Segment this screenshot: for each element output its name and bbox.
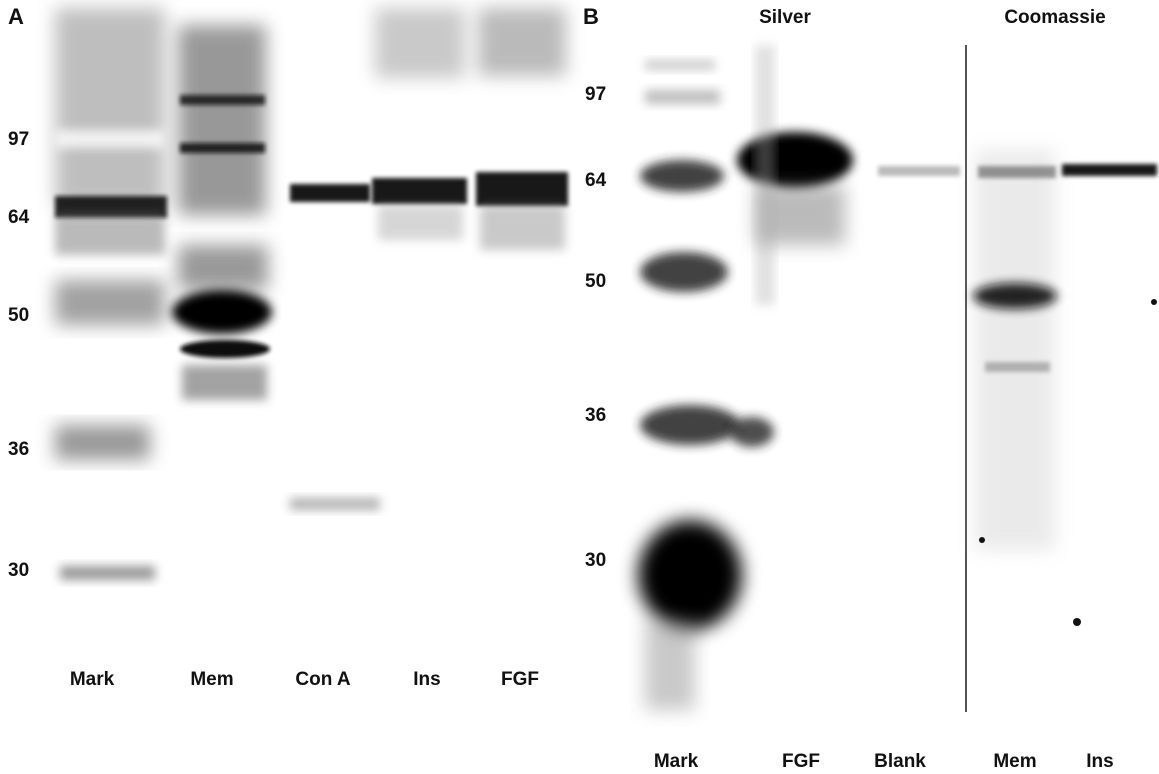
- smear: [375, 8, 465, 78]
- gel-band: [640, 252, 728, 292]
- gel-band: [180, 340, 270, 358]
- mw-marker: 97: [8, 129, 29, 150]
- gel-band: [180, 143, 265, 153]
- gel-band: [978, 166, 1056, 178]
- mw-marker: 64: [585, 170, 607, 191]
- lane-label: FGF: [501, 669, 539, 690]
- mw-marker: 50: [8, 305, 29, 326]
- gel-band: [60, 566, 155, 580]
- mw-marker: 50: [585, 271, 606, 292]
- gel-band: [645, 60, 715, 70]
- gel-band: [638, 520, 742, 630]
- gel-band: [1062, 164, 1157, 176]
- smear: [178, 25, 266, 215]
- gel-a: [55, 8, 568, 580]
- speck: [1151, 299, 1157, 305]
- mw-marker: 30: [8, 560, 29, 581]
- panel-label: B: [583, 4, 599, 29]
- lane-label: Mem: [993, 751, 1036, 772]
- gel-band: [55, 280, 165, 325]
- gel-band: [372, 178, 467, 204]
- gel-band: [172, 290, 272, 334]
- gel-band: [180, 95, 265, 105]
- speck: [979, 537, 985, 543]
- gel-band: [476, 172, 568, 206]
- lane-label: Mark: [654, 751, 699, 772]
- lane-label: Ins: [413, 669, 440, 690]
- gel-band: [737, 132, 853, 188]
- mw-marker: 64: [8, 207, 30, 228]
- smear: [645, 620, 695, 710]
- mw-marker: 36: [8, 439, 29, 460]
- gel-band: [878, 166, 960, 176]
- smear: [378, 205, 463, 240]
- stain-label: Silver: [759, 7, 811, 28]
- lane-label: Mark: [70, 669, 115, 690]
- smear: [478, 8, 566, 76]
- gel-band: [973, 283, 1057, 309]
- gel-band: [640, 160, 724, 192]
- gel-band: [640, 405, 740, 445]
- lane-label: Blank: [874, 751, 926, 772]
- smear: [178, 245, 268, 290]
- smear: [55, 215, 165, 255]
- smear: [182, 365, 267, 400]
- gel-band: [290, 498, 380, 510]
- speck: [1073, 618, 1081, 626]
- mw-marker: 30: [585, 550, 606, 571]
- lane-label: Mem: [190, 669, 233, 690]
- lane-label: Con A: [295, 669, 351, 690]
- smear: [755, 45, 775, 305]
- stain-label: Coomassie: [1004, 7, 1105, 28]
- mw-marker: 36: [585, 405, 606, 426]
- mw-marker: 97: [585, 84, 606, 105]
- lane-label: Ins: [1086, 751, 1113, 772]
- smear: [55, 8, 165, 208]
- gel-band: [985, 362, 1050, 372]
- gel-band: [730, 417, 774, 447]
- panel-label: A: [8, 4, 24, 29]
- lane-label: FGF: [782, 751, 820, 772]
- gel-band: [645, 90, 720, 104]
- gel-b: [638, 45, 1157, 712]
- smear: [975, 150, 1055, 550]
- smear: [480, 205, 565, 250]
- gel-band: [55, 425, 150, 460]
- gap: [55, 130, 165, 148]
- gel-band: [290, 184, 370, 202]
- gel-band: [55, 196, 167, 218]
